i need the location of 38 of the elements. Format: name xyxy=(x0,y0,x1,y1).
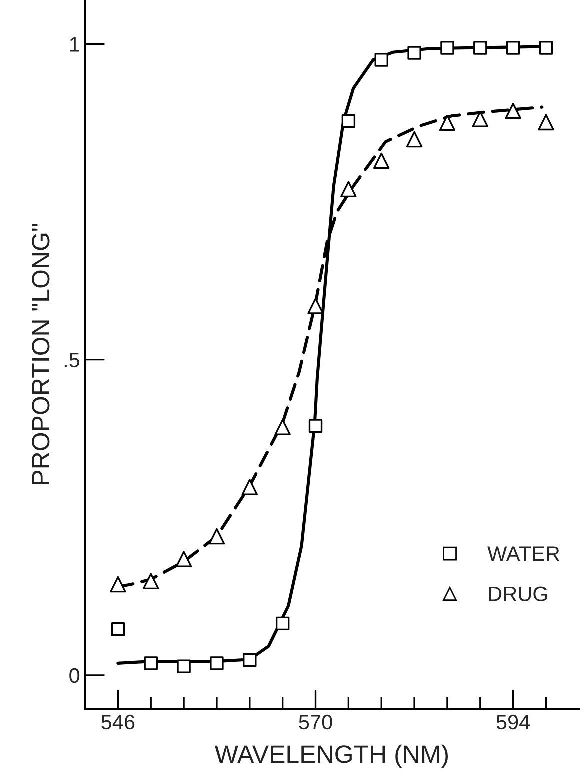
y-tick-label: .5 xyxy=(64,353,80,368)
point xyxy=(210,656,224,670)
point xyxy=(276,616,290,631)
point xyxy=(243,653,257,668)
point xyxy=(506,41,520,55)
point xyxy=(340,181,357,198)
point xyxy=(342,114,356,128)
x-tick-label: 570 xyxy=(299,714,332,730)
point xyxy=(440,41,454,55)
point xyxy=(539,41,554,55)
point xyxy=(143,573,160,590)
point xyxy=(177,660,191,674)
point xyxy=(406,131,423,148)
point xyxy=(373,152,390,170)
point xyxy=(474,41,488,55)
y-axis-title: PROPORTION "LONG" xyxy=(32,224,50,484)
point xyxy=(176,551,192,568)
y-tick-label: 1 xyxy=(70,37,80,52)
point xyxy=(374,53,388,67)
legend-label: WATER xyxy=(488,546,560,562)
point xyxy=(308,419,323,433)
point xyxy=(472,111,489,128)
point xyxy=(308,298,324,314)
x-tick-label: 546 xyxy=(102,714,135,730)
point xyxy=(208,528,226,545)
point xyxy=(439,114,456,132)
point xyxy=(110,576,126,593)
point xyxy=(505,102,522,120)
x-axis-title: WAVELENGTH (NM) xyxy=(214,744,448,768)
y-tick-label: 0 xyxy=(70,668,80,684)
point xyxy=(538,114,554,131)
point xyxy=(274,419,291,436)
x-tick-label: 594 xyxy=(496,714,530,730)
point xyxy=(144,656,158,670)
point xyxy=(408,46,422,60)
point xyxy=(242,479,258,496)
legend-label: DRUG xyxy=(489,586,548,602)
point xyxy=(111,622,126,636)
